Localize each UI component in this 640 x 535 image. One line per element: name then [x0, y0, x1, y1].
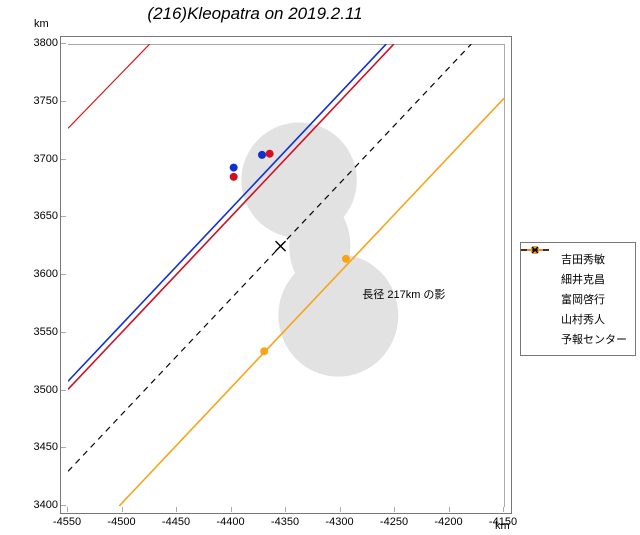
shadow-label: 長径 217km の影	[362, 288, 445, 301]
data-point	[230, 173, 238, 181]
data-point	[266, 150, 274, 158]
legend-label: 細井克昌	[561, 271, 605, 287]
x-tick-mark	[176, 507, 177, 512]
x-tick-mark	[285, 507, 286, 512]
series-line	[68, 44, 150, 128]
y-tick-label: 3600	[28, 268, 58, 280]
y-tick-mark	[61, 447, 66, 448]
x-tick-mark	[394, 507, 395, 512]
legend: 吉田秀敏細井克昌富岡啓行山村秀人予報センター	[520, 242, 636, 356]
x-tick-label: -4450	[156, 516, 196, 528]
x-tick-label: -4400	[211, 516, 251, 528]
data-point	[342, 255, 350, 263]
y-tick-label: 3700	[28, 153, 58, 165]
legend-label: 吉田秀敏	[561, 251, 605, 267]
x-tick-label: -4250	[374, 516, 414, 528]
data-point	[258, 151, 266, 159]
y-axis-label: km	[34, 18, 49, 30]
y-tick-label: 3650	[28, 210, 58, 222]
y-tick-mark	[61, 274, 66, 275]
y-tick-mark	[61, 332, 66, 333]
y-tick-mark	[61, 43, 66, 44]
legend-swatch	[529, 272, 557, 286]
legend-swatch	[529, 332, 557, 346]
plot-svg: 長径 217km の影	[61, 37, 511, 513]
chart-container: (216)Kleopatra on 2019.2.11 km km 長径 217…	[0, 0, 640, 535]
y-tick-label: 3550	[28, 326, 58, 338]
legend-item: 予報センター	[529, 329, 627, 349]
y-tick-mark	[61, 505, 66, 506]
y-tick-mark	[61, 101, 66, 102]
x-tick-mark	[122, 507, 123, 512]
y-tick-mark	[61, 159, 66, 160]
legend-item: 山村秀人	[529, 309, 627, 329]
x-tick-mark	[449, 507, 450, 512]
chart-title: (216)Kleopatra on 2019.2.11	[0, 4, 510, 24]
x-tick-label: -4500	[102, 516, 142, 528]
x-tick-label: -4550	[47, 516, 87, 528]
shadow-shape	[289, 200, 350, 292]
y-tick-mark	[61, 390, 66, 391]
legend-item: 細井克昌	[529, 269, 627, 289]
x-tick-label: -4150	[483, 516, 523, 528]
legend-item: 富岡啓行	[529, 289, 627, 309]
x-tick-mark	[340, 507, 341, 512]
y-tick-label: 3500	[28, 384, 58, 396]
y-tick-label: 3750	[28, 95, 58, 107]
series-line	[68, 44, 471, 471]
x-tick-mark	[503, 507, 504, 512]
x-tick-mark	[67, 507, 68, 512]
data-point	[230, 164, 238, 172]
plot-area: 長径 217km の影	[60, 36, 512, 514]
legend-swatch	[529, 292, 557, 306]
y-tick-mark	[61, 216, 66, 217]
y-tick-label: 3800	[28, 37, 58, 49]
data-point	[260, 347, 268, 355]
y-tick-label: 3450	[28, 441, 58, 453]
legend-label: 富岡啓行	[561, 291, 605, 307]
legend-label: 山村秀人	[561, 311, 605, 327]
y-tick-label: 3400	[28, 499, 58, 511]
x-tick-mark	[231, 507, 232, 512]
x-tick-label: -4300	[320, 516, 360, 528]
legend-label: 予報センター	[561, 331, 627, 347]
x-tick-label: -4200	[429, 516, 469, 528]
x-tick-label: -4350	[265, 516, 305, 528]
legend-swatch	[529, 312, 557, 326]
